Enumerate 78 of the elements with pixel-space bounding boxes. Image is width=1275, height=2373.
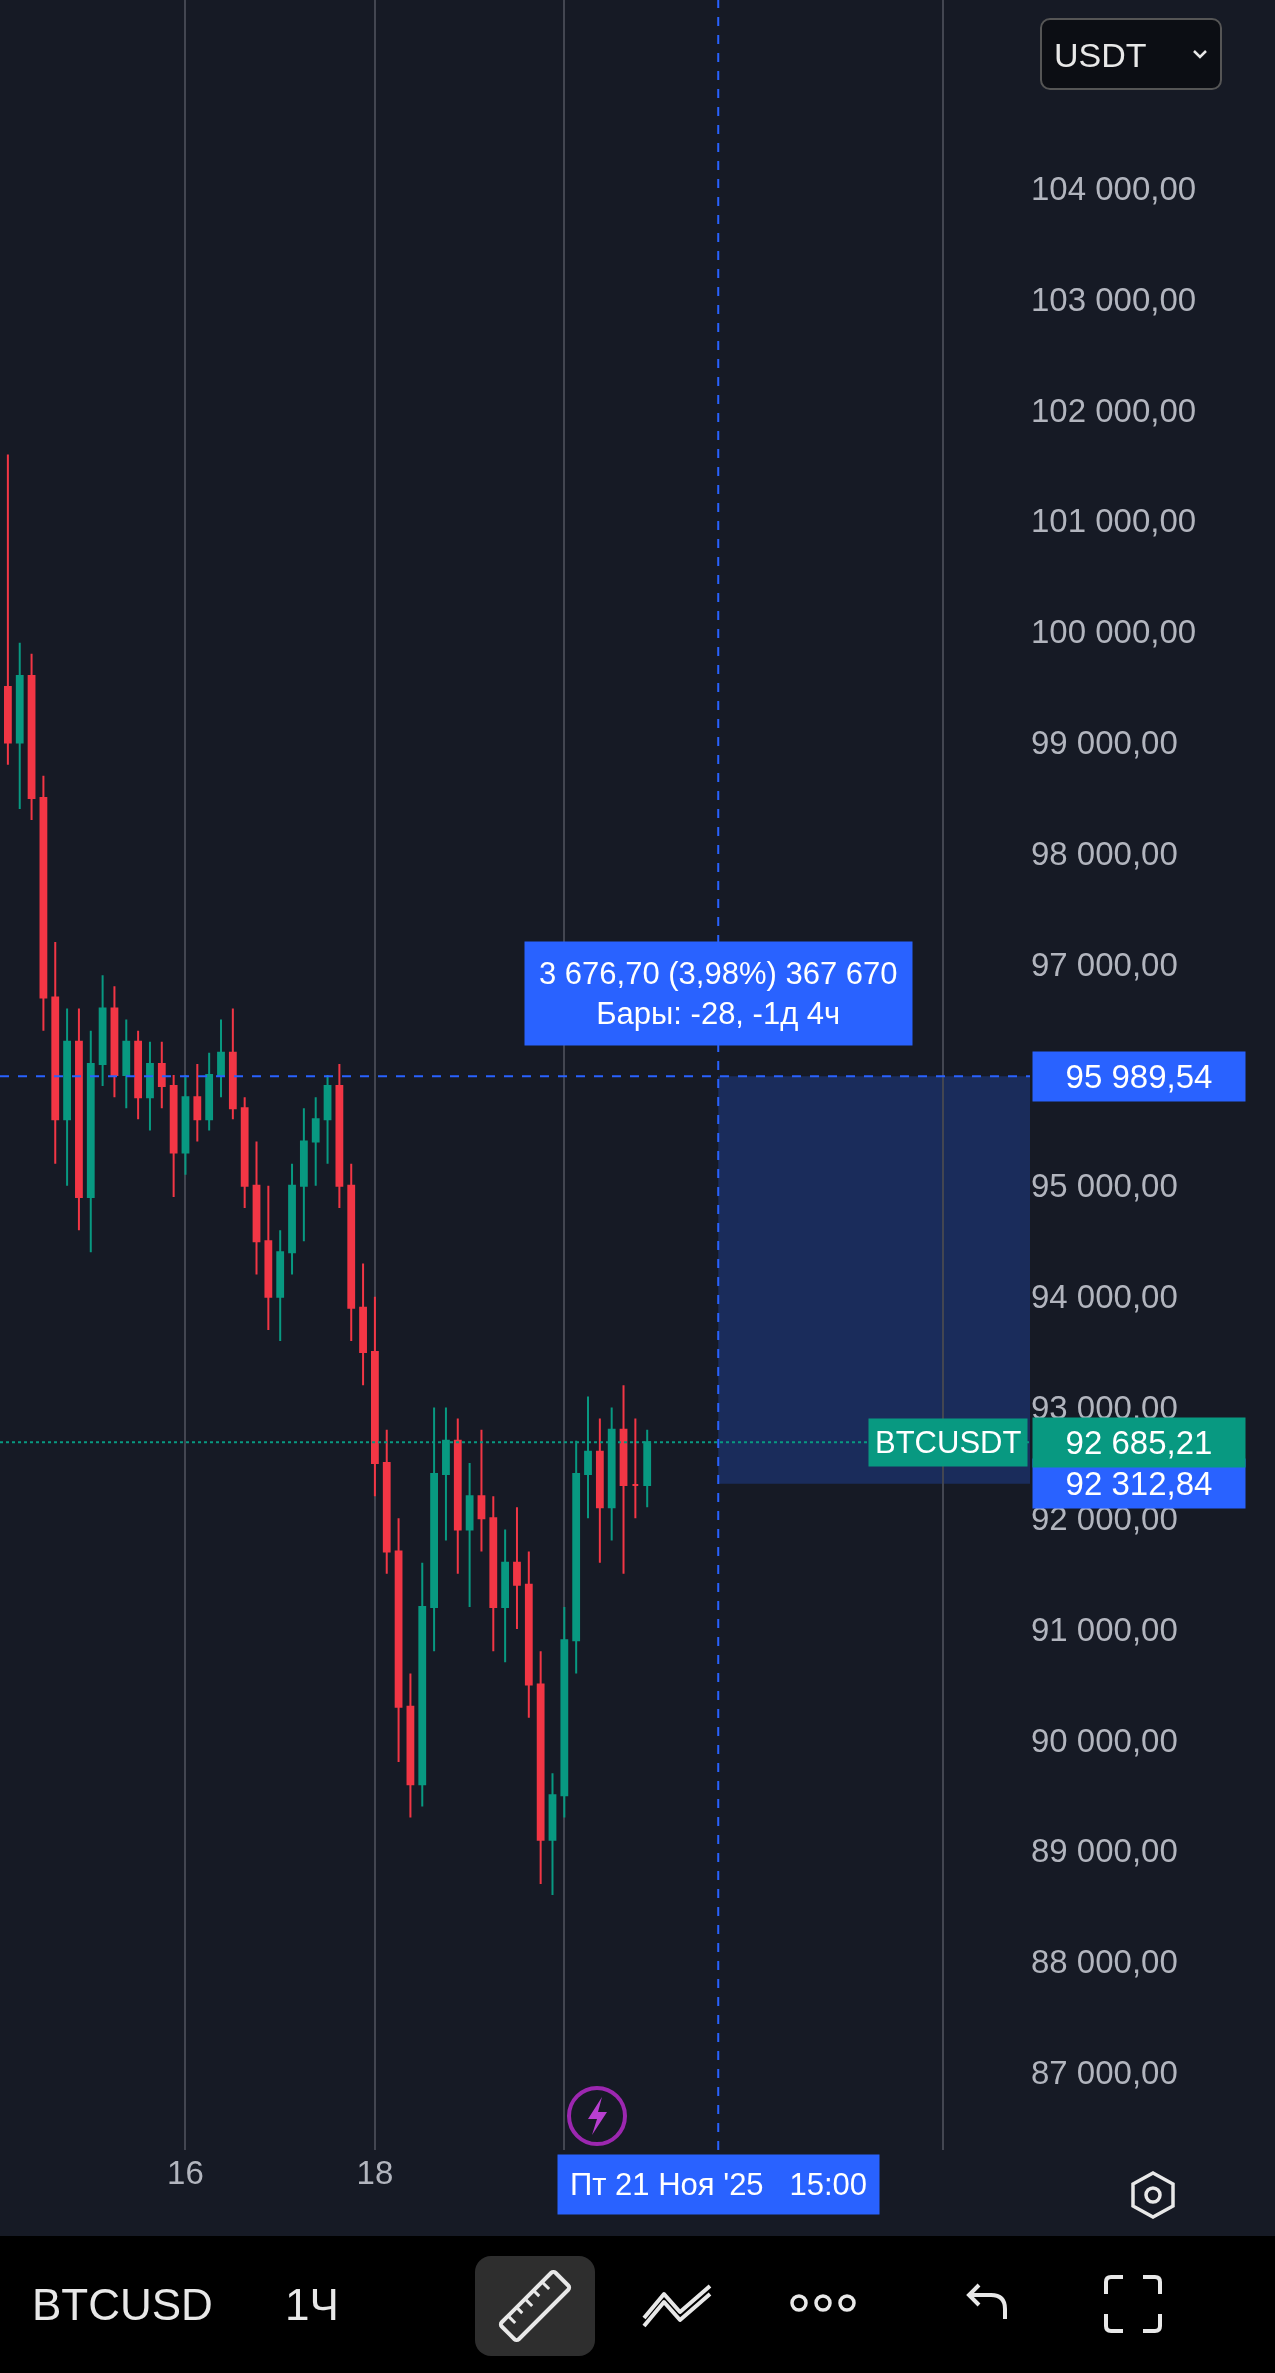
candlestick <box>276 1229 285 1342</box>
y-tick-label: 93 000,00 <box>1031 1389 1178 1427</box>
candlestick <box>3 453 12 766</box>
candlestick <box>501 1528 510 1664</box>
candlestick <box>524 1550 533 1719</box>
y-tick-label: 90 000,00 <box>1031 1721 1178 1759</box>
candlestick <box>15 641 24 811</box>
candlestick <box>299 1107 308 1243</box>
y-tick-label: 97 000,00 <box>1031 945 1178 983</box>
band-label: 92 312,84 <box>1065 1465 1213 1502</box>
candlestick <box>27 652 36 822</box>
candlestick <box>465 1461 474 1608</box>
candlestick <box>335 1062 344 1209</box>
candlestick <box>181 1074 190 1176</box>
y-tick-label: 91 000,00 <box>1031 1610 1178 1648</box>
candlestick <box>513 1506 521 1631</box>
candlestick <box>110 985 119 1099</box>
candlestick <box>359 1262 367 1387</box>
candlestick <box>347 1162 356 1342</box>
y-tick-label: 100 000,00 <box>1031 613 1197 651</box>
candlestick <box>406 1672 415 1819</box>
candlestick <box>157 1040 166 1110</box>
annotation: 3 676,70 (3,98%) 367 670 <box>539 956 898 991</box>
candlestick <box>548 1772 557 1897</box>
candlestick <box>51 941 60 1165</box>
y-tick-label: 104 000,00 <box>1031 169 1197 207</box>
y-tick-label: 103 000,00 <box>1031 280 1197 318</box>
annotation: BTCUSDT <box>875 1425 1022 1460</box>
annotation: Бары: -28, -1д 4ч <box>596 996 841 1032</box>
candlestick <box>477 1428 486 1553</box>
text: USDT <box>1054 36 1147 74</box>
candlestick <box>122 1018 131 1110</box>
y-tick-label: 99 000,00 <box>1031 724 1178 762</box>
candlestick <box>240 1096 249 1209</box>
candlestick <box>264 1184 273 1331</box>
ref-line-label: 95 989,54 <box>1065 1058 1213 1095</box>
candlestick <box>63 1007 71 1187</box>
y-tick-label: 95 000,00 <box>1031 1167 1178 1205</box>
candlestick <box>560 1605 569 1819</box>
ref-line-label: Пт 21 Ноя '25 15:00 <box>570 2167 868 2202</box>
candlestick <box>453 1417 462 1575</box>
candlestick <box>418 1561 427 1808</box>
y-tick-label: 87 000,00 <box>1031 2053 1178 2091</box>
candlestick <box>619 1384 628 1575</box>
text: 1Ч <box>285 2280 339 2330</box>
candlestick <box>489 1495 498 1653</box>
candlestick <box>134 1029 143 1121</box>
candlestick <box>323 1074 332 1165</box>
candlestick <box>146 1040 154 1132</box>
candlestick <box>536 1650 545 1886</box>
y-tick-label: 88 000,00 <box>1031 1943 1178 1981</box>
candlestick <box>86 1029 95 1254</box>
candlestick <box>382 1428 391 1575</box>
ref-line-label: 92 685,21 <box>1065 1424 1213 1461</box>
candlestick <box>228 1007 237 1121</box>
x-tick-label: 18 <box>356 2154 394 2191</box>
candlestick <box>371 1295 379 1498</box>
y-tick-label: 92 000,00 <box>1031 1499 1178 1537</box>
y-tick-label: 102 000,00 <box>1031 391 1197 429</box>
candlestick <box>169 1074 178 1198</box>
candlestick <box>631 1417 640 1520</box>
y-tick-label: 94 000,00 <box>1031 1278 1178 1316</box>
text: BTCUSD <box>32 2280 213 2330</box>
candlestick <box>217 1018 225 1099</box>
y-tick-label: 98 000,00 <box>1031 834 1178 872</box>
x-tick-label: 16 <box>167 2154 204 2191</box>
candlestick <box>193 1062 202 1143</box>
candlestick <box>98 974 107 1088</box>
y-tick-label: 101 000,00 <box>1031 502 1197 540</box>
candlestick <box>205 1051 214 1132</box>
candlestick <box>288 1162 296 1276</box>
candlestick <box>75 1007 83 1232</box>
candlestick <box>595 1417 604 1564</box>
y-tick-label: 89 000,00 <box>1031 1832 1178 1870</box>
candlestick <box>394 1517 403 1764</box>
candlestick <box>39 774 48 1032</box>
candlestick <box>252 1140 261 1276</box>
candlestick <box>311 1096 320 1187</box>
